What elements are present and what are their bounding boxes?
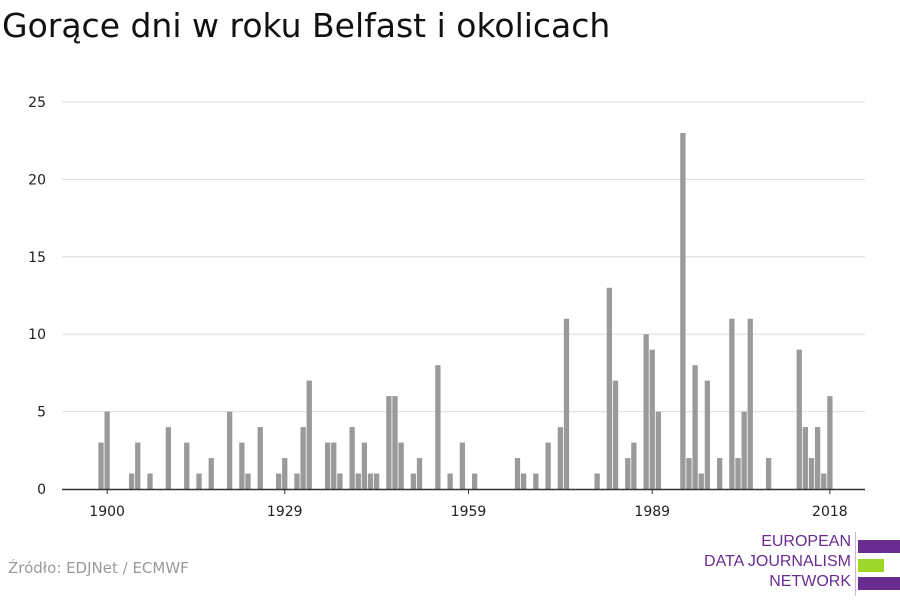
- y-tick-label: 20: [28, 172, 46, 188]
- bar: [294, 473, 300, 489]
- bar: [563, 318, 570, 489]
- logo-divider: [855, 532, 856, 596]
- bar: [643, 334, 649, 489]
- bar: [821, 473, 827, 489]
- bar: [649, 349, 655, 489]
- bar: [98, 442, 104, 489]
- bar: [557, 427, 564, 489]
- bar: [698, 473, 704, 489]
- bar: [373, 473, 380, 489]
- bar: [612, 380, 619, 489]
- bar: [104, 411, 110, 489]
- bar: [631, 442, 637, 489]
- bar: [361, 442, 368, 489]
- y-tick-labels: 0 5 10 15 20 25: [28, 95, 46, 498]
- bar: [447, 473, 453, 489]
- bar: [324, 442, 331, 489]
- bars: [98, 132, 833, 489]
- x-tick-label: 1900: [89, 504, 125, 520]
- bar: [239, 442, 245, 489]
- logo-line-2: DATA JOURNALISM: [704, 553, 851, 570]
- bar: [735, 458, 741, 489]
- y-tick-label: 15: [28, 250, 46, 266]
- bar: [208, 458, 214, 489]
- bar: [226, 411, 233, 489]
- bar: [606, 287, 613, 489]
- edjnet-logo: EUROPEAN DATA JOURNALISM NETWORK: [700, 532, 900, 596]
- logo-bar-bottom: [858, 577, 900, 590]
- x-tick-label: 1989: [634, 504, 670, 520]
- bar: [331, 442, 337, 489]
- bar: [300, 427, 306, 489]
- bar: [147, 473, 153, 489]
- bar: [796, 349, 802, 489]
- bar: [135, 442, 141, 489]
- bar: [165, 427, 172, 489]
- logo-line-3: NETWORK: [769, 573, 851, 590]
- bar: [747, 318, 753, 489]
- bar: [355, 473, 361, 489]
- bar: [765, 458, 772, 489]
- x-tick-label: 1959: [451, 504, 487, 520]
- y-tick-label: 5: [37, 405, 46, 421]
- bar: [625, 458, 631, 489]
- bar: [337, 473, 343, 489]
- y-tick-label: 10: [28, 327, 46, 343]
- bar: [282, 458, 288, 489]
- bar: [349, 427, 355, 489]
- bar: [245, 473, 251, 489]
- bar: [196, 473, 202, 489]
- bar: [704, 380, 711, 489]
- x-tick-labels: 1900 1929 1959 1989 2018: [89, 489, 848, 520]
- bar: [827, 396, 833, 489]
- y-tick-label: 0: [37, 482, 46, 498]
- bar: [686, 458, 692, 489]
- bar: [520, 473, 527, 489]
- bar: [533, 473, 539, 489]
- x-tick-label: 2018: [812, 504, 848, 520]
- bar: [680, 132, 686, 489]
- source-note: Źródło: EDJNet / ECMWF: [8, 559, 189, 577]
- bar: [398, 442, 404, 489]
- bar: [416, 458, 423, 489]
- bar: [655, 411, 662, 489]
- y-tick-label: 25: [28, 95, 46, 111]
- bar: [410, 473, 417, 489]
- bar: [306, 380, 312, 489]
- bar: [729, 318, 735, 489]
- bar: [275, 473, 282, 489]
- logo-bar-top: [858, 540, 900, 553]
- bar: [808, 458, 815, 489]
- bar: [257, 427, 263, 489]
- bar: [692, 365, 698, 489]
- bar: [367, 473, 374, 489]
- bar: [545, 442, 551, 489]
- bar: [594, 473, 600, 489]
- bar: [514, 458, 521, 489]
- bar: [128, 473, 135, 489]
- bar: [392, 396, 398, 489]
- logo-bar-middle: [858, 559, 884, 572]
- logo-line-1: EUROPEAN: [761, 533, 851, 550]
- bar: [386, 396, 392, 489]
- x-tick-label: 1929: [267, 504, 303, 520]
- gridlines: [62, 101, 865, 413]
- bar: [716, 458, 723, 489]
- bar: [471, 473, 478, 489]
- bar: [814, 427, 821, 489]
- bar: [741, 411, 747, 489]
- bar: [459, 442, 466, 489]
- logo-text: EUROPEAN DATA JOURNALISM NETWORK: [704, 532, 851, 592]
- bar: [435, 365, 441, 489]
- bar: [802, 427, 809, 489]
- bar: [184, 442, 190, 489]
- chart-title: Gorące dni w roku Belfast i okolicach: [2, 6, 611, 45]
